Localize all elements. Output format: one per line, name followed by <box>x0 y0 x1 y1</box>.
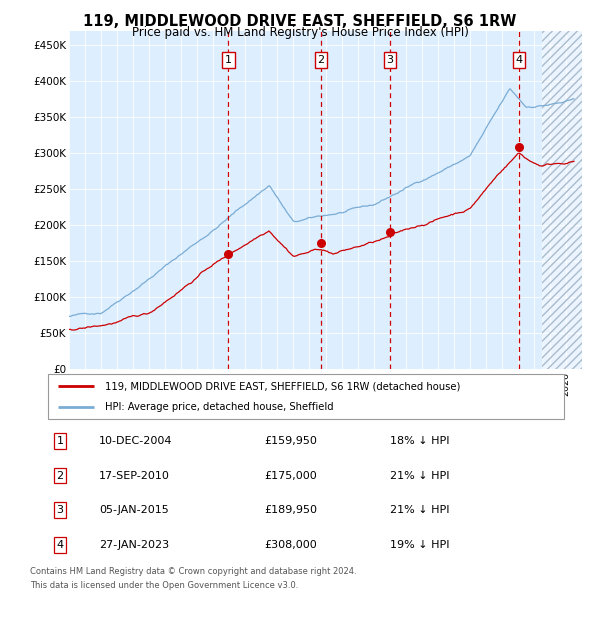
Text: £189,950: £189,950 <box>264 505 317 515</box>
Bar <box>542 31 582 369</box>
Text: 18% ↓ HPI: 18% ↓ HPI <box>390 436 449 446</box>
Text: 3: 3 <box>386 55 393 64</box>
Text: 1: 1 <box>225 55 232 64</box>
Text: £308,000: £308,000 <box>264 540 317 550</box>
Text: 119, MIDDLEWOOD DRIVE EAST, SHEFFIELD, S6 1RW: 119, MIDDLEWOOD DRIVE EAST, SHEFFIELD, S… <box>83 14 517 29</box>
Text: 119, MIDDLEWOOD DRIVE EAST, SHEFFIELD, S6 1RW (detached house): 119, MIDDLEWOOD DRIVE EAST, SHEFFIELD, S… <box>105 381 460 391</box>
Text: 4: 4 <box>56 540 64 550</box>
Text: 2: 2 <box>56 471 64 480</box>
Text: 21% ↓ HPI: 21% ↓ HPI <box>390 471 449 480</box>
Text: £175,000: £175,000 <box>264 471 317 480</box>
Text: £159,950: £159,950 <box>264 436 317 446</box>
Text: 21% ↓ HPI: 21% ↓ HPI <box>390 505 449 515</box>
Text: 27-JAN-2023: 27-JAN-2023 <box>99 540 169 550</box>
Text: 17-SEP-2010: 17-SEP-2010 <box>99 471 170 480</box>
Text: 4: 4 <box>515 55 523 64</box>
Text: HPI: Average price, detached house, Sheffield: HPI: Average price, detached house, Shef… <box>105 402 334 412</box>
Text: 2: 2 <box>317 55 325 64</box>
Text: 3: 3 <box>56 505 64 515</box>
Bar <box>542 31 582 369</box>
Text: This data is licensed under the Open Government Licence v3.0.: This data is licensed under the Open Gov… <box>30 581 298 590</box>
Text: 05-JAN-2015: 05-JAN-2015 <box>99 505 169 515</box>
Text: Price paid vs. HM Land Registry's House Price Index (HPI): Price paid vs. HM Land Registry's House … <box>131 26 469 39</box>
Text: Contains HM Land Registry data © Crown copyright and database right 2024.: Contains HM Land Registry data © Crown c… <box>30 567 356 577</box>
Text: 10-DEC-2004: 10-DEC-2004 <box>99 436 173 446</box>
FancyBboxPatch shape <box>48 374 564 419</box>
Text: 1: 1 <box>56 436 64 446</box>
Text: 19% ↓ HPI: 19% ↓ HPI <box>390 540 449 550</box>
